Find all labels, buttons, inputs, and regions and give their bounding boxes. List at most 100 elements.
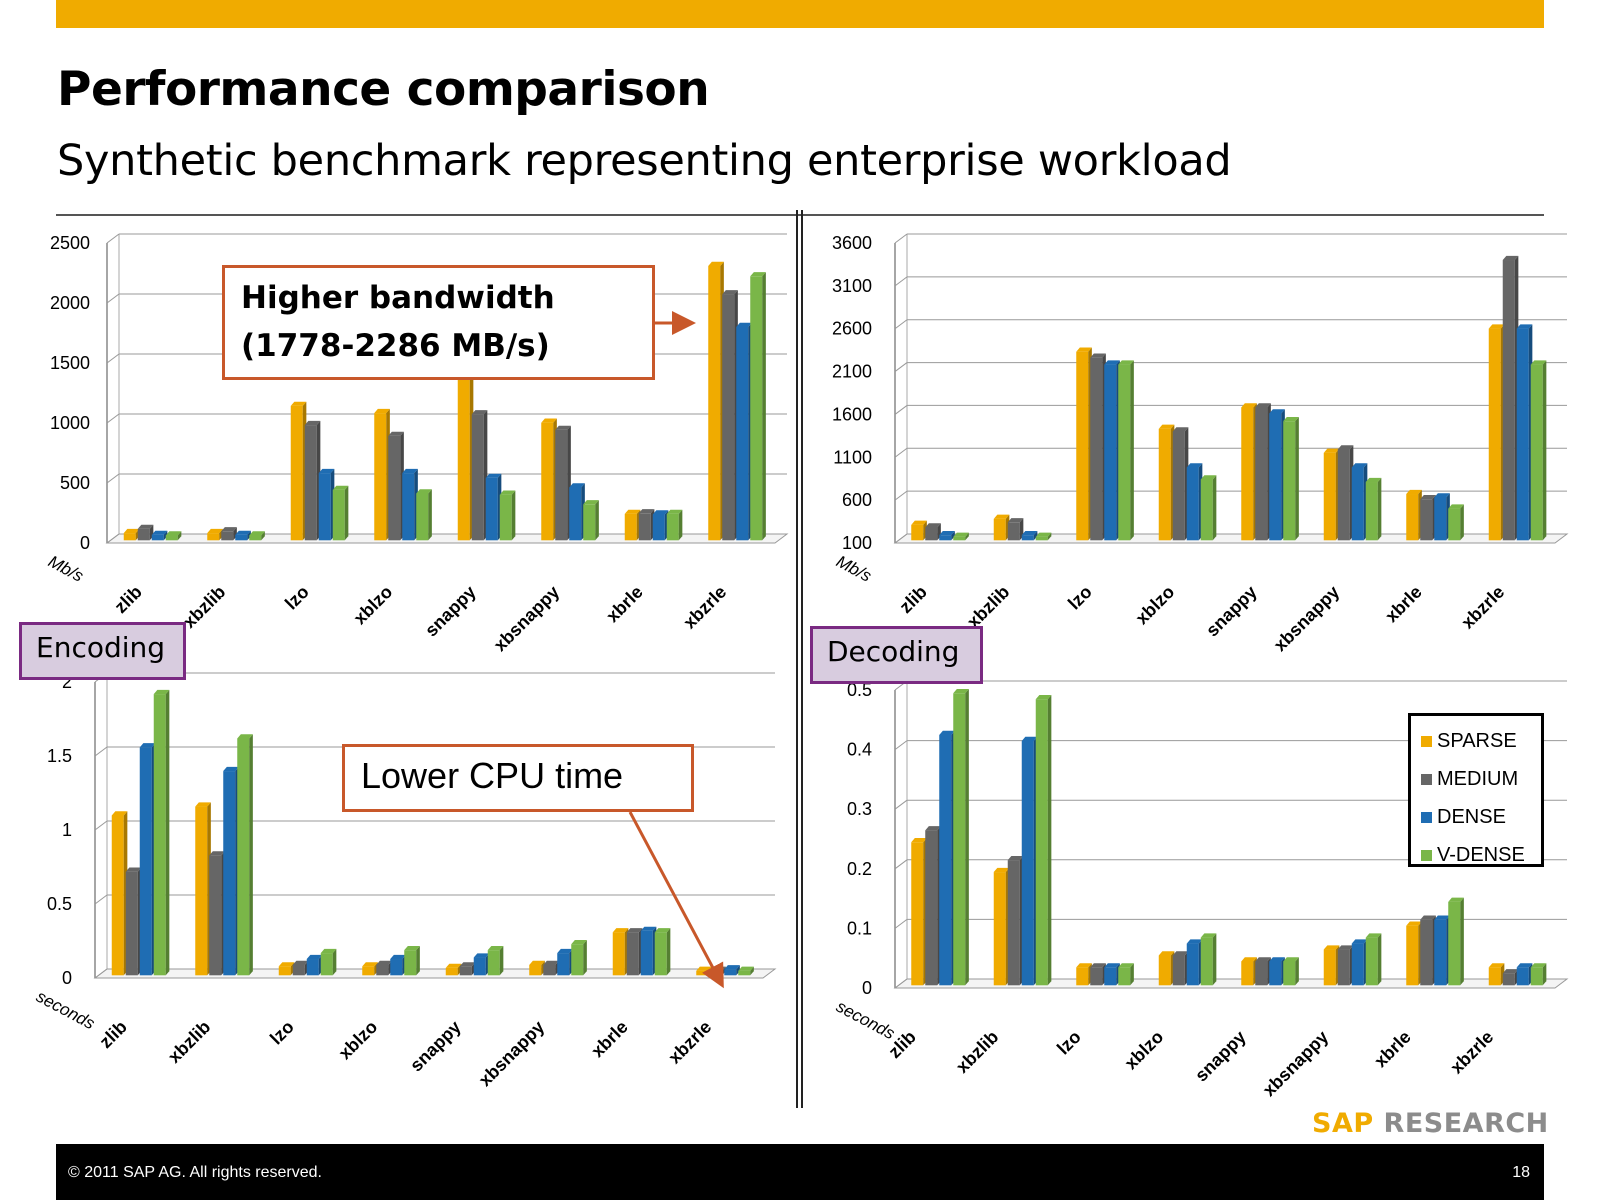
bar-xbzrle-v-dense [750,272,766,541]
gridline-diagonal [106,293,120,304]
bar-xbzrle-medium [1502,255,1519,541]
gridline-diagonal [894,740,908,750]
gridline-diagonal [94,894,108,905]
bar-xbsnappy-dense [569,483,585,541]
bar-xblzo-v-dense [1200,475,1217,541]
bar-zlib-medium [925,826,941,986]
bar-xbsnappy-medium [555,425,571,541]
legend-item-v-dense: V-DENSE [1421,836,1541,874]
bar-xbrle-v-dense [654,928,671,976]
sap-research-logo: SAP RESEARCH [1312,1108,1549,1139]
y-tick-label: 0.2 [847,859,872,879]
legend-swatch-medium [1421,773,1432,785]
bar-xbzlib-medium [1007,518,1024,541]
bar-snappy-v-dense [499,490,516,541]
gridline-diagonal [106,353,120,364]
y-tick-label: 1100 [833,447,872,467]
gridline-diagonal [894,859,908,870]
bar-xbrle-dense [640,926,657,976]
bar-zlib-v-dense [165,531,182,541]
y-tick-label: 2 [62,672,72,692]
bar-xbrle-v-dense [1448,897,1464,986]
gridline-diagonal [894,447,908,458]
bar-xblzo-v-dense [1200,933,1217,986]
chart-legend: SPARSE MEDIUM DENSE V-DENSE [1408,713,1544,867]
y-tick-label: 0.5 [47,894,72,914]
bar-xblzo-medium [1172,427,1189,541]
brand-sap: SAP [1312,1108,1374,1139]
y-tick-label: 2000 [50,293,90,313]
header-divider [56,214,1544,216]
y-tick-label: 3100 [832,276,872,296]
gridline-diagonal [894,405,908,415]
bar-zlib-dense [151,530,168,541]
bar-snappy-sparse [1241,957,1257,986]
y-tick-label: 0.3 [847,799,872,819]
y-tick-label: 500 [60,473,90,493]
bar-xbzlib-dense [1021,530,1038,541]
gridline-diagonal [106,413,120,424]
bar-lzo-v-dense [320,948,337,976]
bar-xbzlib-v-dense [249,531,265,541]
page-number: 18 [1512,1164,1530,1181]
y-tick-label: 3600 [832,233,872,253]
bar-xbsnappy-v-dense [1365,933,1382,986]
bar-zlib-v-dense [153,689,170,976]
y-tick-label: 0.5 [847,680,872,700]
bar-xbsnappy-v-dense [1365,477,1382,541]
vertical-divider [796,210,803,1108]
y-tick-label: 0.1 [847,918,872,938]
bar-xbzrle-dense [724,965,740,976]
bar-snappy-v-dense [487,945,504,976]
legend-item-dense: DENSE [1421,798,1541,836]
y-tick-label: 1500 [50,353,90,373]
bar-zlib-medium [925,523,941,541]
bar-xbzrle-v-dense [738,966,754,976]
bar-snappy-v-dense [1283,416,1299,541]
legend-swatch-dense [1421,811,1432,823]
bar-xbzrle-v-dense [1530,360,1547,541]
gridline-diagonal [94,820,108,831]
bar-lzo-v-dense [1118,963,1134,986]
decoding-label: Decoding [810,626,983,684]
legend-label-dense: DENSE [1437,805,1506,828]
bar-xbrle-sparse [624,509,641,541]
bar-xbsnappy-v-dense [571,940,587,976]
y-tick-label: 1 [62,820,72,840]
y-tick-label: 2500 [50,233,90,253]
bar-snappy-dense [485,473,502,541]
bar-lzo-v-dense [332,485,349,541]
gridline-diagonal [106,233,120,244]
footer-copyright: © 2011 SAP AG. All rights reserved. [68,1164,322,1181]
legend-swatch-v-dense [1421,849,1432,861]
y-tick-label: 1600 [832,404,872,424]
legend-swatch-sparse [1421,735,1432,747]
cpu-arrow [628,811,724,989]
encoding-label: Encoding [19,622,186,680]
bar-zlib-dense [939,530,955,541]
bar-lzo-v-dense [1118,360,1134,541]
y-tick-label: 100 [842,533,872,553]
bar-xbzlib-v-dense [1035,532,1052,541]
gridline-diagonal [94,746,108,757]
bandwidth-callout-line2: (1778-2286 MB/s) [241,328,550,364]
y-tick-label: 2100 [832,362,872,382]
gridline-diagonal [894,362,908,372]
y-tick-label: 0 [62,968,72,988]
bar-xbrle-sparse [612,928,629,976]
y-tick-label: 0 [80,533,90,553]
gridline-diagonal [106,473,120,484]
top-accent-bar [56,0,1544,28]
bar-xbzlib-v-dense [237,734,253,976]
bandwidth-callout-line1: Higher bandwidth [241,280,555,316]
slide-title: Performance comparison [57,62,710,117]
bar-xbzlib-v-dense [1035,695,1052,986]
y-tick-label: 0.4 [847,740,872,760]
cpu-callout: Lower CPU time [342,744,694,812]
gridline-diagonal [894,799,908,810]
bar-zlib-v-dense [953,689,969,986]
bar-xblzo-v-dense [416,489,432,541]
